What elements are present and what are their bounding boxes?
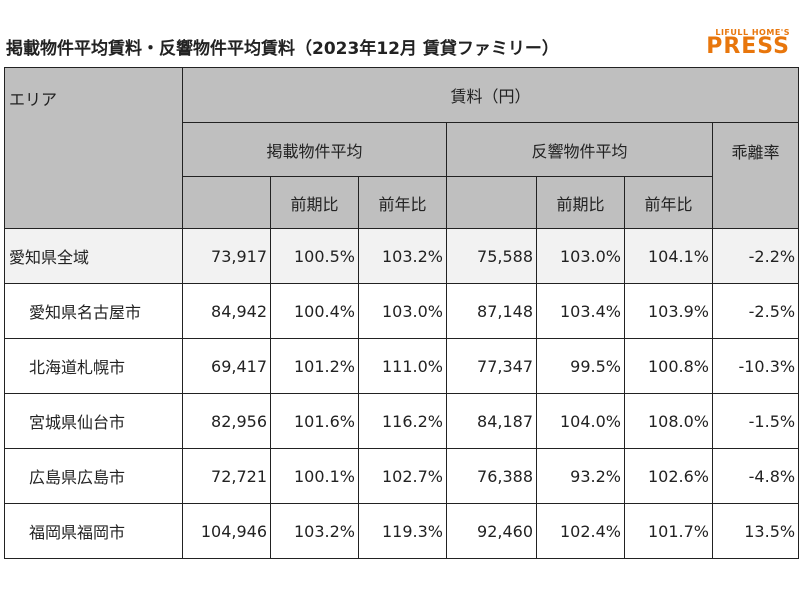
gap-rate: -2.5% [711, 283, 800, 339]
response-prev-year: 103.9% [624, 283, 713, 339]
listed-prev-year: 102.7% [358, 448, 447, 504]
response-prev-period: 103.4% [536, 283, 625, 339]
logo-big-text: PRESS [706, 34, 790, 59]
response-rent: 87,148 [446, 283, 537, 339]
response-prev-year: 108.0% [624, 393, 713, 449]
header-area: エリア [4, 67, 183, 229]
header-listed-avg: 掲載物件平均 [182, 122, 447, 177]
table-row: 愛知県全域 73,917 100.5% 103.2% 75,588 103.0%… [4, 228, 800, 284]
response-rent: 77,347 [446, 338, 537, 394]
header-listed-prev-period: 前期比 [270, 176, 359, 229]
header-gap-rate: 乖離率 [711, 122, 800, 229]
header-response-prev-period: 前期比 [536, 176, 625, 229]
header-response-blank [446, 176, 537, 229]
response-prev-period: 93.2% [536, 448, 625, 504]
gap-rate: -2.2% [711, 228, 800, 284]
response-rent: 84,187 [446, 393, 537, 449]
listed-prev-period: 100.4% [270, 283, 359, 339]
table-row: 宮城県仙台市 82,956 101.6% 116.2% 84,187 104.0… [4, 393, 800, 449]
listed-prev-year: 116.2% [358, 393, 447, 449]
table-row: 広島県広島市 72,721 100.1% 102.7% 76,388 93.2%… [4, 448, 800, 504]
response-prev-year: 104.1% [624, 228, 713, 284]
response-prev-period: 104.0% [536, 393, 625, 449]
listed-prev-period: 100.1% [270, 448, 359, 504]
logo-small-text: LIFULL HOME'S [715, 28, 790, 37]
header-response-avg: 反響物件平均 [446, 122, 713, 177]
brand-logo: LIFULL HOME'S PRESS [706, 28, 790, 59]
area-name: 宮城県仙台市 [4, 393, 183, 449]
gap-rate: -10.3% [711, 338, 800, 394]
listed-rent: 82,956 [182, 393, 271, 449]
table-row: 愛知県名古屋市 84,942 100.4% 103.0% 87,148 103.… [4, 283, 800, 339]
response-rent: 76,388 [446, 448, 537, 504]
response-prev-year: 102.6% [624, 448, 713, 504]
header-listed-prev-year: 前年比 [358, 176, 447, 229]
response-prev-year: 100.8% [624, 338, 713, 394]
area-name: 北海道札幌市 [4, 338, 183, 394]
listed-prev-period: 101.2% [270, 338, 359, 394]
table-row: 福岡県福岡市 104,946 103.2% 119.3% 92,460 102.… [4, 503, 800, 559]
table-row: 北海道札幌市 69,417 101.2% 111.0% 77,347 99.5%… [4, 338, 800, 394]
listed-rent: 84,942 [182, 283, 271, 339]
response-rent: 75,588 [446, 228, 537, 284]
area-name: 広島県広島市 [4, 448, 183, 504]
rent-table: エリア 賃料（円） 掲載物件平均 反響物件平均 乖離率 前期比 前年比 前期比 … [4, 67, 800, 559]
listed-rent: 72,721 [182, 448, 271, 504]
listed-prev-year: 111.0% [358, 338, 447, 394]
listed-rent: 104,946 [182, 503, 271, 559]
gap-rate: -1.5% [711, 393, 800, 449]
area-name: 愛知県全域 [4, 228, 183, 284]
area-name: 福岡県福岡市 [4, 503, 183, 559]
listed-prev-year: 103.2% [358, 228, 447, 284]
response-prev-period: 99.5% [536, 338, 625, 394]
listed-prev-period: 100.5% [270, 228, 359, 284]
response-prev-period: 103.0% [536, 228, 625, 284]
response-prev-period: 102.4% [536, 503, 625, 559]
listed-prev-year: 103.0% [358, 283, 447, 339]
area-name: 愛知県名古屋市 [4, 283, 183, 339]
response-rent: 92,460 [446, 503, 537, 559]
listed-prev-period: 101.6% [270, 393, 359, 449]
gap-rate: -4.8% [711, 448, 800, 504]
header-listed-blank [182, 176, 271, 229]
gap-rate: 13.5% [711, 503, 800, 559]
page-title: 掲載物件平均賃料・反響物件平均賃料（2023年12月 賃貸ファミリー） [6, 39, 559, 59]
listed-rent: 69,417 [182, 338, 271, 394]
header-response-prev-year: 前年比 [624, 176, 713, 229]
listed-prev-year: 119.3% [358, 503, 447, 559]
response-prev-year: 101.7% [624, 503, 713, 559]
header-rent: 賃料（円） [181, 67, 800, 123]
listed-rent: 73,917 [182, 228, 271, 284]
listed-prev-period: 103.2% [270, 503, 359, 559]
